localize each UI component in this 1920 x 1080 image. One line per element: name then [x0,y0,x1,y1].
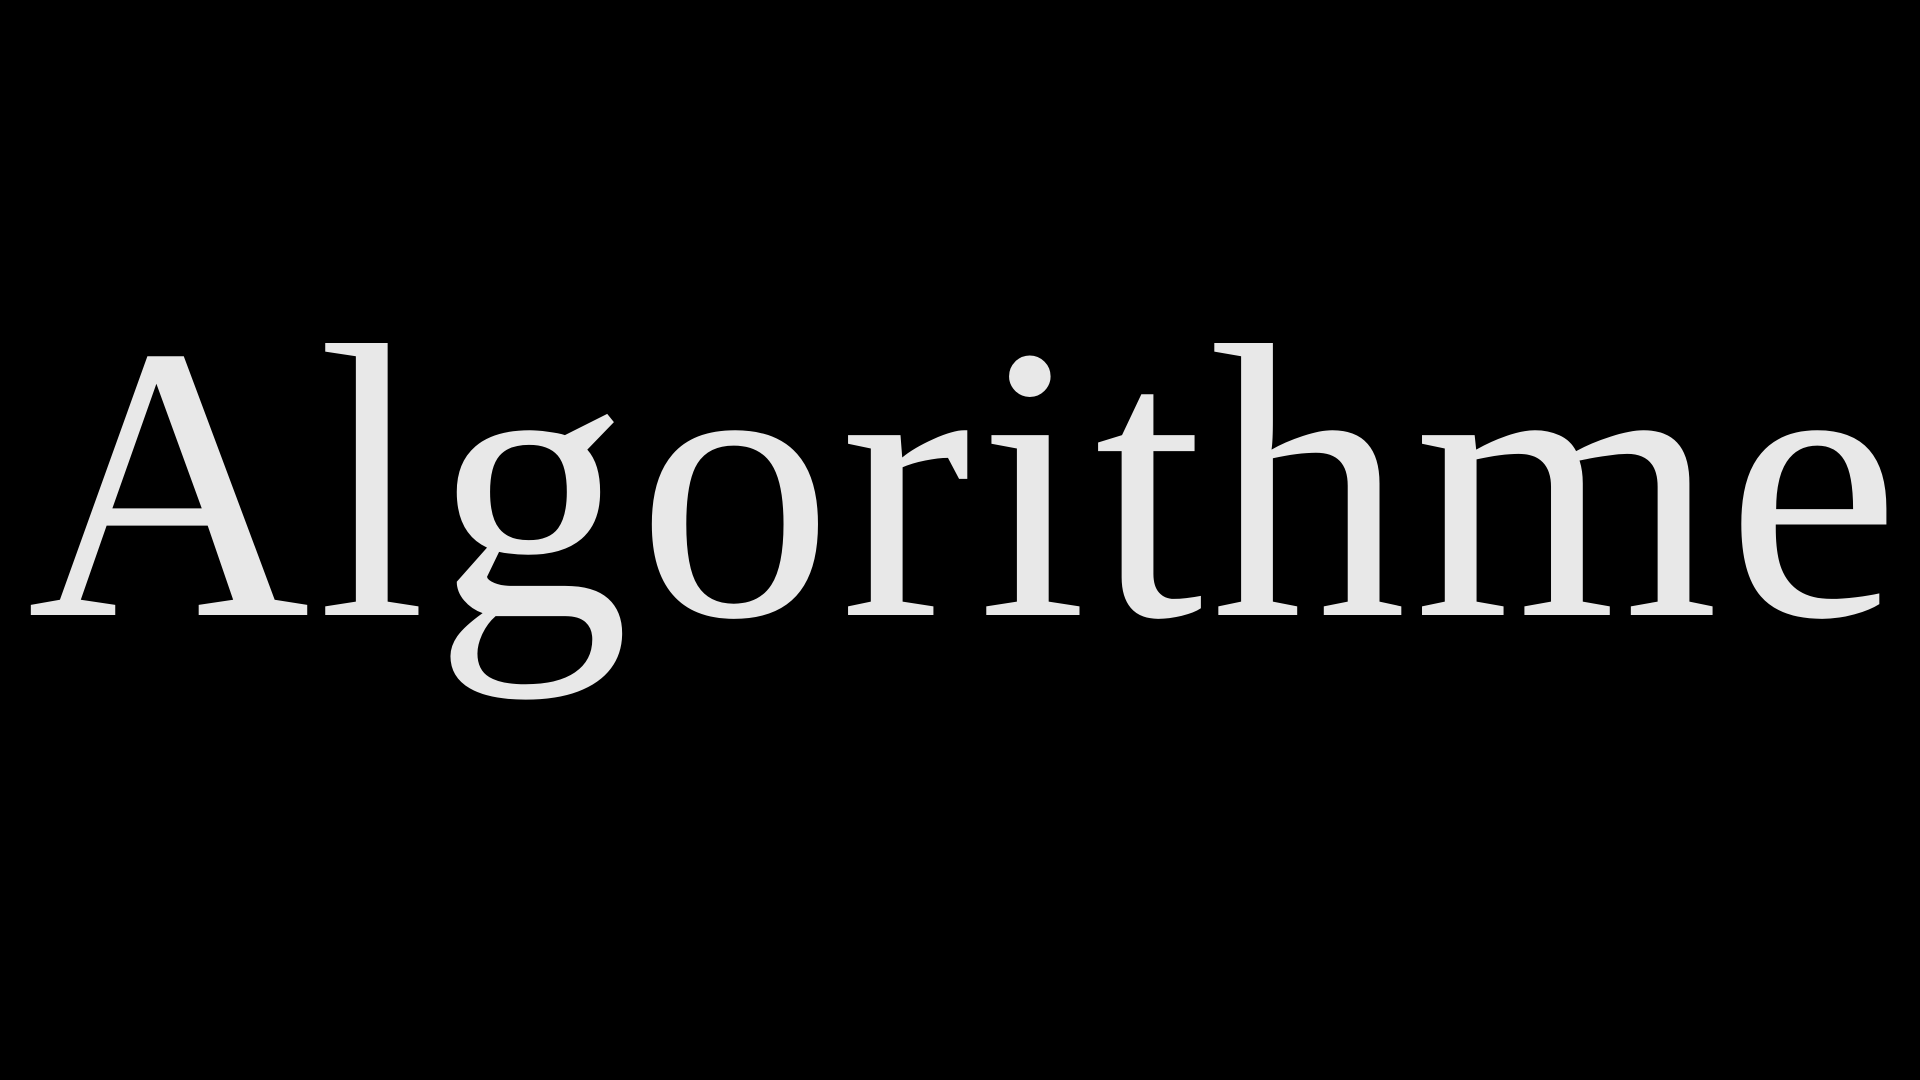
title: Algorithme [27,266,1900,701]
